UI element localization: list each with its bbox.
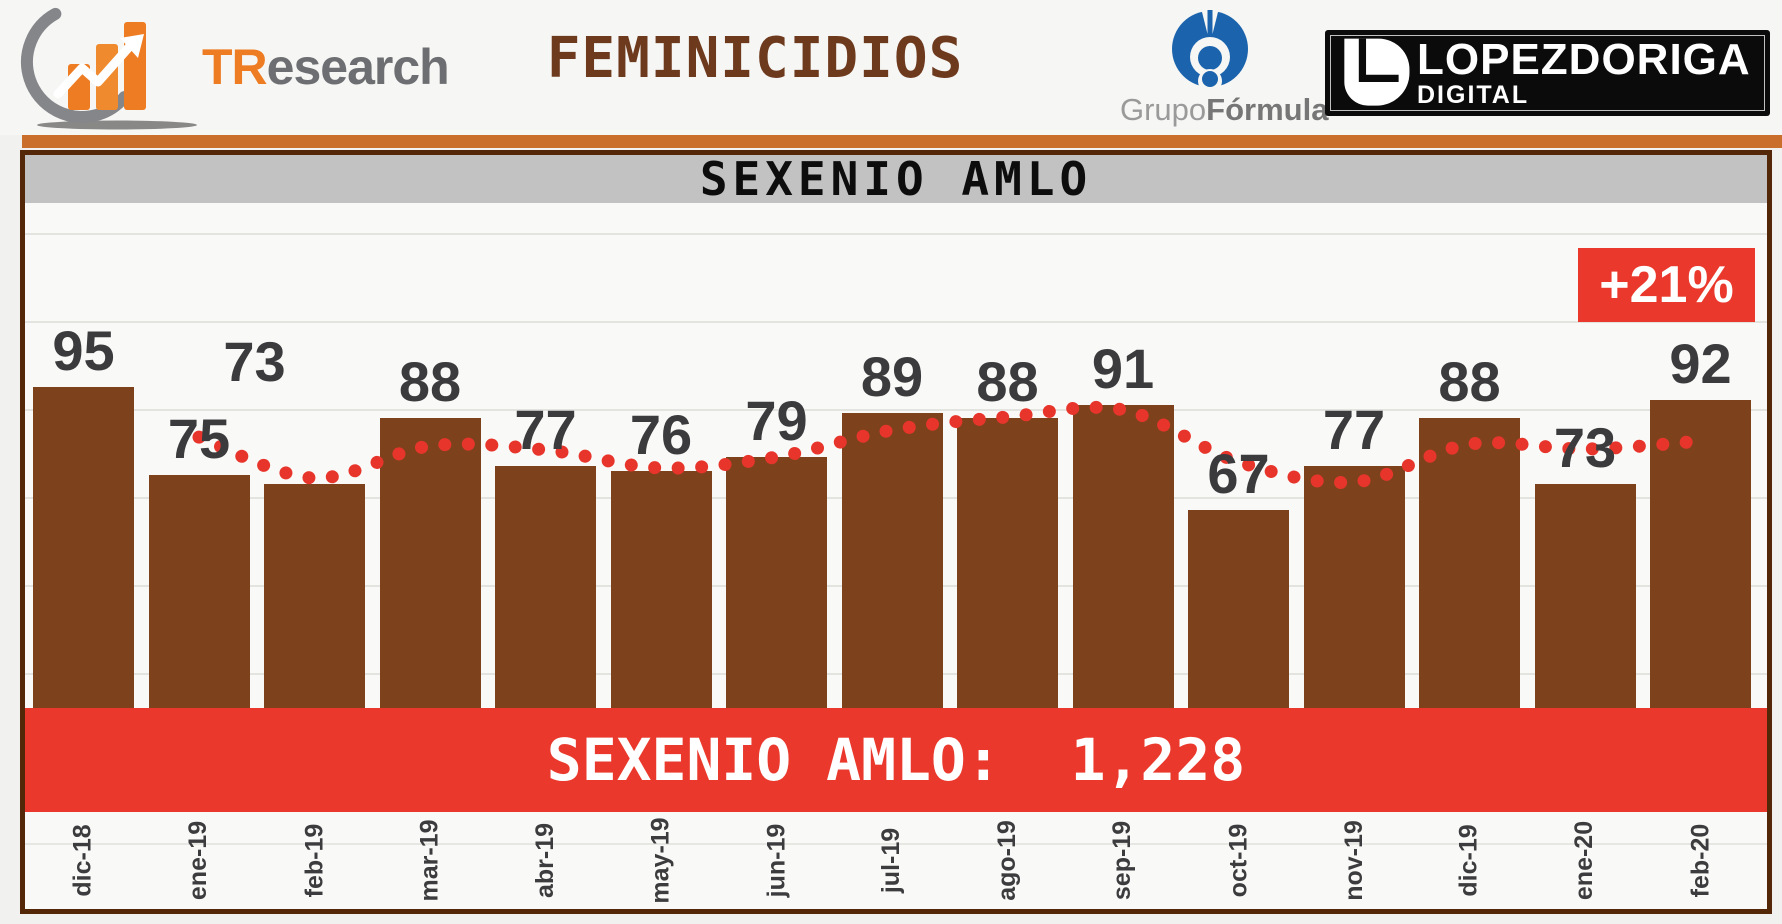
tresearch-wordmark: TResearch [202,38,450,96]
gridline [25,321,1767,323]
chart-title-band: SEXENIO AMLO [25,152,1767,206]
chart-title: SEXENIO AMLO [699,152,1093,206]
page-title: FEMINICIDIOS [546,26,964,91]
grupo-formula-wordmark: GrupoFórmula® [1120,92,1337,128]
bar-value-label: 95 [52,319,115,382]
lopezdoriga-icon [1344,38,1410,106]
bar-value-label: 75 [167,407,231,470]
bar-value-label: 73 [223,329,286,393]
plot-area: +21% SEXENIO AMLO: 1,228 95 dic-18 75 ene-1… [25,203,1767,909]
lopezdoriga-line2: DIGITAL [1417,81,1530,109]
lopezdoriga-logo: LOPEZDORIGA DIGITAL [1325,30,1770,116]
tresearch-wordmark-tr: TR [202,39,268,95]
lopezdoriga-line1: LOPEZDORIGA [1417,35,1751,84]
grupo-formula-icon [1172,8,1248,92]
bar-value-label: 92 [1669,332,1732,396]
grupo-formula-formula: Fórmula [1206,92,1329,127]
bar-value-label: 88 [976,349,1039,413]
bar-value-label: 77 [1322,398,1386,462]
trend-dotted-line [192,400,1707,489]
bar-value-label: 88 [398,349,462,413]
bar-value-label: 89 [860,345,924,409]
bar-value-label: 91 [1091,336,1155,400]
x-axis-line [25,843,1767,845]
bar-value-label: 88 [1438,349,1501,413]
bar-value-label: 79 [745,389,808,453]
tresearch-icon [21,4,197,130]
bar-value-label: 77 [514,398,577,462]
bar-value-label: 76 [629,402,693,466]
chart-panel: SEXENIO AMLO +21% SEXENIO AMLO: 1,228 95… [20,150,1772,914]
header: TResearch FEMINICIDIOS GrupoFórmula® [0,0,1782,135]
gridline [25,409,1767,411]
tresearch-wordmark-rest: esearch [266,39,450,95]
grupo-formula-grupo: Grupo [1120,92,1207,127]
total-banner: SEXENIO AMLO: 1,228 [25,708,1767,812]
grupo-formula-logo: GrupoFórmula® [1120,6,1337,131]
tresearch-logo: TResearch [12,4,450,132]
bar-value-label: 73 [1553,415,1617,479]
gridline [25,233,1767,235]
lopezdoriga-wordmark: LOPEZDORIGA DIGITAL [1417,35,1751,109]
bar-value-label: 67 [1207,442,1270,506]
orange-divider [22,135,1782,148]
change-badge: +21% [1578,248,1755,322]
